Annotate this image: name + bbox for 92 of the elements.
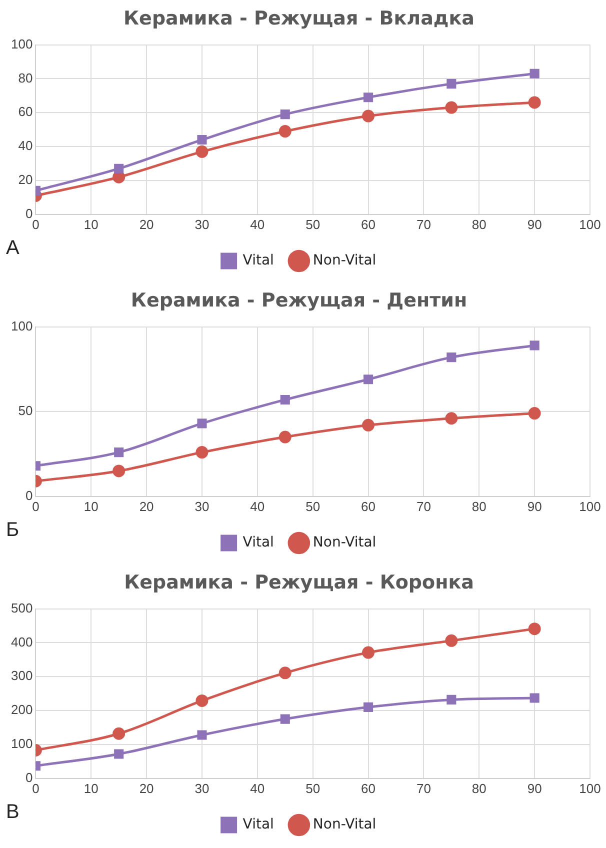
- point: [280, 110, 290, 120]
- point: [363, 92, 374, 102]
- x-tick-label: 30: [194, 498, 210, 514]
- point: [196, 145, 208, 158]
- x-tick-label: 90: [527, 498, 542, 514]
- text: Б: [6, 519, 20, 541]
- point: [280, 714, 290, 724]
- x-tick-label: 70: [416, 780, 431, 796]
- y-tick-label: 80: [18, 70, 33, 86]
- x-tick-label: 80: [472, 780, 486, 796]
- y-tick-label: 100: [10, 318, 33, 334]
- y-tick-label: 0: [25, 488, 33, 503]
- x-tick-label: 50: [306, 498, 320, 514]
- text: А: [6, 237, 20, 259]
- chart-title: Керамика - Режущая - Дентин: [130, 289, 468, 312]
- point: [446, 79, 456, 89]
- x-tick-label: 50: [306, 780, 320, 796]
- x-tick-label: 20: [139, 780, 154, 796]
- point: [196, 446, 208, 459]
- point: [528, 96, 541, 109]
- y-tick-label: 400: [10, 634, 33, 650]
- y-tick-label: 0: [25, 206, 33, 221]
- x-tick-label: 90: [527, 780, 542, 796]
- point: [363, 702, 374, 712]
- point: [362, 418, 375, 432]
- y-tick-label: 500: [10, 600, 33, 616]
- x-tick-label: 70: [416, 216, 431, 232]
- y-tick-label: 100: [10, 736, 33, 752]
- x-tick-label: 10: [84, 216, 98, 232]
- x-tick-label: 10: [84, 498, 98, 514]
- point: [112, 464, 126, 478]
- x-tick-label: 30: [194, 780, 210, 796]
- point: [445, 101, 458, 114]
- x-tick-label: 50: [306, 216, 320, 232]
- x-tick-label: 80: [472, 216, 486, 232]
- x-tick-label: 90: [527, 216, 542, 232]
- point: [197, 730, 207, 740]
- point: [445, 412, 458, 425]
- legend-label: Vital: [242, 816, 274, 833]
- legend-label: Non-Vital: [312, 816, 376, 833]
- point: [197, 134, 207, 145]
- x-tick-label: 20: [139, 498, 154, 514]
- point: [362, 110, 375, 122]
- x-tick-label: 60: [361, 216, 376, 232]
- text: В: [6, 801, 20, 823]
- y-tick-label: 60: [18, 104, 33, 120]
- legend-label: Vital: [242, 534, 274, 551]
- point: [528, 407, 541, 420]
- y-tick-label: 50: [18, 403, 33, 418]
- point: [197, 418, 207, 428]
- point: [278, 666, 292, 680]
- chart-title: Керамика - Режущая - Вкладка: [124, 7, 474, 30]
- x-tick-label: 20: [139, 216, 154, 232]
- point: [363, 374, 374, 384]
- point: [446, 352, 456, 362]
- point: [280, 394, 290, 405]
- legend-label: Non-Vital: [312, 534, 376, 551]
- x-tick-label: 30: [194, 216, 210, 232]
- point: [445, 634, 458, 647]
- point: [114, 749, 124, 759]
- y-tick-label: 300: [10, 668, 33, 684]
- x-tick-label: 100: [579, 498, 601, 514]
- point: [446, 694, 456, 704]
- y-tick-label: 20: [18, 172, 33, 188]
- y-tick-label: 0: [25, 770, 33, 785]
- x-tick-label: 10: [84, 780, 98, 796]
- point: [530, 340, 540, 350]
- x-tick-label: 40: [250, 780, 265, 796]
- point: [114, 164, 124, 174]
- point: [114, 448, 124, 458]
- point: [530, 68, 540, 78]
- point: [278, 430, 292, 444]
- y-tick-label: 100: [10, 36, 33, 52]
- point: [112, 727, 126, 740]
- chart-title: Керамика - Режущая - Коронка: [124, 571, 474, 594]
- legend-label: Vital: [242, 252, 274, 269]
- x-tick-label: 80: [472, 498, 486, 514]
- point: [196, 694, 208, 707]
- x-tick-label: 70: [416, 498, 431, 514]
- y-tick-label: 200: [10, 702, 33, 718]
- legend-label: Non-Vital: [312, 252, 376, 269]
- x-tick-label: 100: [579, 780, 601, 796]
- x-tick-label: 40: [250, 498, 265, 514]
- point: [528, 622, 541, 636]
- point: [530, 693, 540, 703]
- x-tick-label: 40: [250, 216, 265, 232]
- x-tick-label: 60: [361, 780, 376, 796]
- y-tick-label: 40: [18, 138, 33, 154]
- x-tick-label: 60: [361, 498, 376, 514]
- point: [278, 125, 292, 138]
- x-tick-label: 100: [579, 216, 601, 232]
- point: [362, 646, 375, 659]
